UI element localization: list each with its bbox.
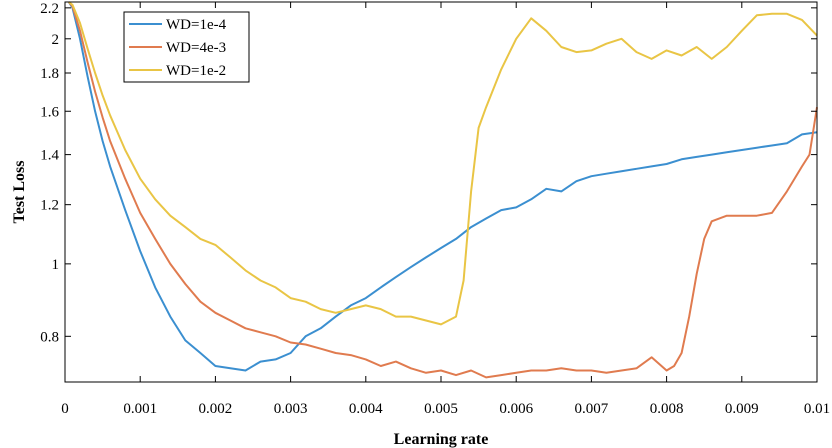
x-tick-label: 0.01 (804, 401, 830, 417)
y-axis: 0.8 1 1.2 1.4 1.6 1.8 2 2.2 (40, 1, 817, 345)
y-tick-label: 2 (52, 32, 60, 48)
y-tick-label: 2.2 (40, 1, 59, 17)
legend-label-wd-1e-4: WD=1e-4 (166, 17, 227, 33)
legend: WD=1e-4 WD=4e-3 WD=1e-2 (123, 11, 250, 83)
x-tick-label: 0.005 (424, 401, 458, 417)
x-tick-label: 0.009 (725, 401, 759, 417)
x-tick-label: 0.002 (199, 401, 233, 417)
y-tick-label: 1.6 (40, 104, 59, 120)
series-line-wd-1e-4 (67, 1, 818, 372)
y-tick-label: 1.8 (40, 66, 59, 82)
y-tick-label: 1.4 (40, 148, 59, 164)
x-tick-label: 0.008 (650, 401, 684, 417)
y-axis-label: Test Loss (11, 161, 28, 224)
x-axis: 0 0.001 0.002 0.003 0.004 0.005 0.006 0.007 0.00… (61, 2, 830, 417)
x-tick-label: 0 (61, 401, 69, 417)
y-tick-label: 1.2 (40, 198, 59, 214)
x-axis-label: Learning rate (394, 431, 489, 448)
x-tick-label: 0.003 (274, 401, 308, 417)
x-tick-label: 0.001 (123, 401, 157, 417)
series-line-wd-4e-3 (68, 1, 818, 379)
y-tick-label: 0.8 (40, 329, 59, 345)
x-tick-label: 0.004 (349, 401, 383, 417)
series-line-wd-1e-2 (68, 1, 818, 326)
y-tick-label: 1 (52, 257, 60, 273)
x-tick-label: 0.006 (499, 401, 533, 417)
legend-label-wd-1e-2: WD=1e-2 (166, 63, 226, 79)
series-layer (67, 1, 818, 379)
x-tick-label: 0.007 (575, 401, 609, 417)
legend-label-wd-4e-3: WD=4e-3 (166, 40, 226, 56)
